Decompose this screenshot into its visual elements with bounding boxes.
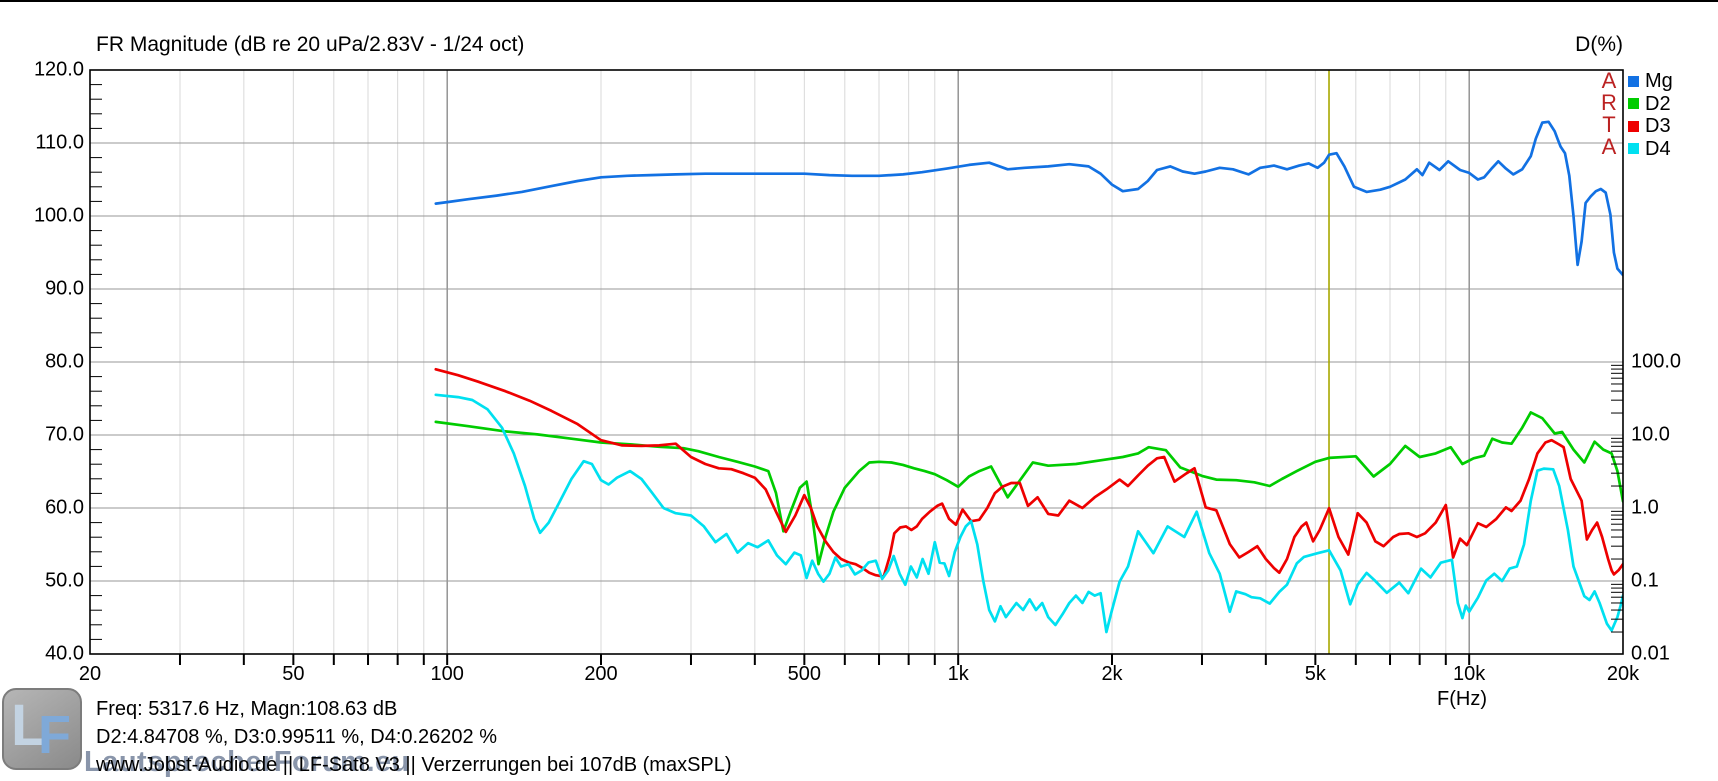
y-left-tick-label: 40.0 xyxy=(45,642,84,665)
watermark-text: LautsprecherForum.eu xyxy=(84,746,410,778)
x-tick-label: 50 xyxy=(282,663,305,685)
y-left-tick-label: 100.0 xyxy=(33,204,84,227)
y-right-tick-label: 100.0 xyxy=(1631,350,1682,373)
legend-label: D4 xyxy=(1645,137,1671,160)
x-tick-label: 20k xyxy=(1606,663,1640,685)
logo-letter-f: F xyxy=(38,705,71,765)
plot-frame xyxy=(89,69,1624,655)
arta-letter-2: T xyxy=(1602,112,1616,137)
y-right-tick-label: 0.1 xyxy=(1631,569,1659,592)
legend-label: D2 xyxy=(1645,92,1671,115)
x-tick-label: 500 xyxy=(787,663,822,685)
logo-letter-l: L xyxy=(11,693,47,758)
legend-swatch-Mg xyxy=(1628,75,1639,87)
x-tick-label: 10k xyxy=(1453,663,1486,685)
x-tick-label: 200 xyxy=(584,663,618,685)
y-left-tick-label: 120.0 xyxy=(33,58,84,81)
x-tick-label: 100 xyxy=(430,663,464,685)
x-tick-label: 1k xyxy=(947,663,969,685)
legend-item-D2: D2 xyxy=(1628,93,1671,115)
arta-letter-1: R xyxy=(1601,90,1617,115)
x-tick-label: 5k xyxy=(1304,663,1326,685)
legend-item-D3: D3 xyxy=(1628,115,1671,137)
curve-D3 xyxy=(434,367,1623,578)
arta-letter-0: A xyxy=(1601,68,1617,93)
y-left-tick-label: 70.0 xyxy=(45,423,84,446)
legend-item-D4: D4 xyxy=(1628,138,1671,160)
x-tick-label: 20 xyxy=(78,663,102,685)
lf-forum-logo: L F xyxy=(2,688,82,770)
legend-label: D3 xyxy=(1645,115,1671,137)
y-right-tick-label: 0.01 xyxy=(1631,642,1670,665)
x-tick-label: 2k xyxy=(1101,663,1123,685)
curve-D4 xyxy=(434,393,1623,634)
footer-caption: www.Jobst-Audio.de || LF-Sat8 V3 || Verz… xyxy=(96,754,732,776)
arta-letter-3: A xyxy=(1601,134,1617,159)
right-axis-title: D(%) xyxy=(1575,33,1623,56)
curve-Mg xyxy=(434,120,1623,277)
cursor-readout-line2: D2:4.84708 %, D3:0.99511 %, D4:0.26202 % xyxy=(96,726,498,748)
y-left-tick-label: 50.0 xyxy=(45,569,84,592)
y-right-tick-label: 1.0 xyxy=(1631,496,1659,519)
y-left-tick-label: 80.0 xyxy=(45,350,84,373)
y-left-tick-label: 90.0 xyxy=(45,277,84,300)
cursor-readout-line1: Freq: 5317.6 Hz, Magn:108.63 dB xyxy=(96,698,398,720)
legend-swatch-D4 xyxy=(1628,143,1639,154)
legend-swatch-D3 xyxy=(1628,120,1639,132)
y-right-tick-label: 10.0 xyxy=(1631,423,1670,446)
window-top-border xyxy=(0,0,1718,2)
curve-D2 xyxy=(434,411,1623,566)
chart-title: FR Magnitude (dB re 20 uPa/2.83V - 1/24 … xyxy=(96,33,525,56)
y-left-tick-label: 110.0 xyxy=(35,131,84,154)
x-axis-label: F(Hz) xyxy=(1437,688,1487,710)
legend-swatch-D2 xyxy=(1628,98,1639,109)
legend-item-Mg: Mg xyxy=(1628,70,1673,92)
y-left-tick-label: 60.0 xyxy=(45,496,84,519)
legend-label: Mg xyxy=(1645,70,1673,92)
